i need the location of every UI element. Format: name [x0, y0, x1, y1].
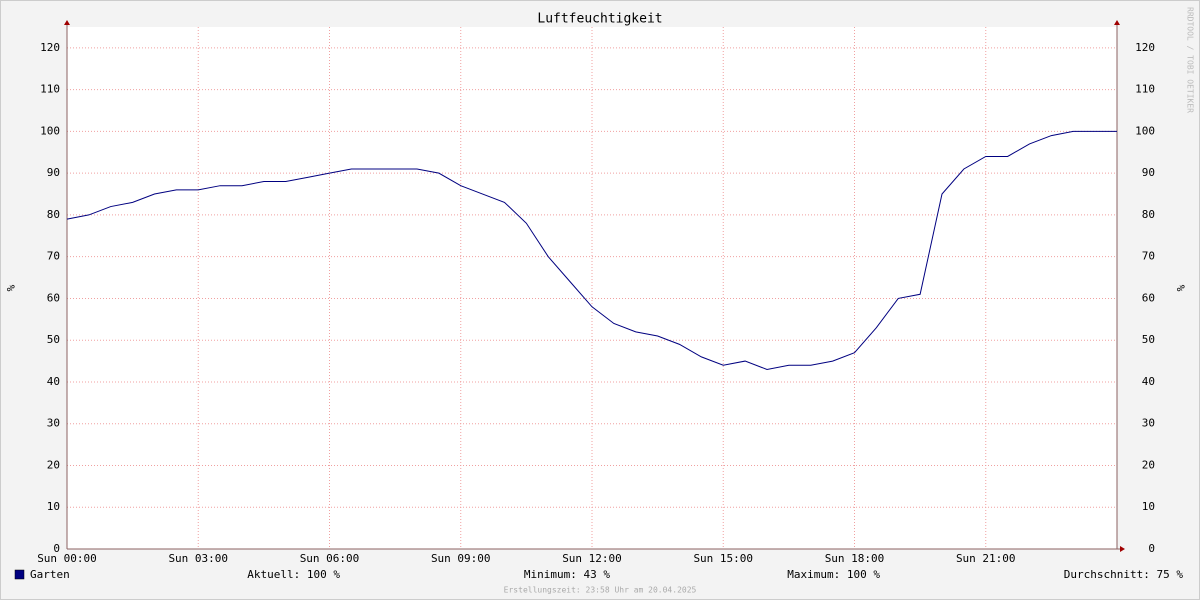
stat-label: Aktuell: [247, 568, 300, 581]
y2-tick-label: 110 [1135, 83, 1155, 96]
footer: Erstellungszeit: 23:58 Uhr am 20.04.2025 [504, 586, 697, 595]
y-tick-label: 40 [47, 375, 60, 388]
legend-label: Garten [30, 568, 70, 581]
y-tick-label: 120 [40, 41, 60, 54]
stat-label: Minimum: [524, 568, 577, 581]
stat-unit: % [1176, 568, 1183, 581]
x-tick-label: Sun 00:00 [37, 552, 97, 565]
y-tick-label: 70 [47, 250, 60, 263]
axis-arrow [1114, 20, 1120, 25]
data-line [66, 130, 1117, 370]
y-tick-label: 100 [40, 124, 60, 137]
y-tick-label: 30 [47, 417, 60, 430]
y2-tick-label: 50 [1142, 333, 1155, 346]
x-tick-label: Sun 18:00 [825, 552, 885, 565]
stat-value: 100 [847, 568, 867, 581]
stat-unit: % [873, 568, 880, 581]
y2-tick-label: 90 [1142, 166, 1155, 179]
stat-unit: % [333, 568, 340, 581]
stat-value: 75 [1157, 568, 1170, 581]
y-tick-label: 110 [40, 83, 60, 96]
chart-title: Luftfeuchtigkeit [537, 12, 662, 27]
y2-tick-label: 10 [1142, 500, 1155, 513]
legend-swatch [14, 569, 25, 580]
y2-tick-label: 70 [1142, 250, 1155, 263]
y-tick-label: 80 [47, 208, 60, 221]
watermark: RRDTOOL / TOBI OETIKER [1186, 7, 1195, 113]
y2-tick-label: 120 [1135, 41, 1155, 54]
y-tick-label: 10 [47, 500, 60, 513]
y2-tick-label: 0 [1148, 542, 1155, 555]
y-tick-label: 50 [47, 333, 60, 346]
stat-label: Maximum: [787, 568, 840, 581]
y-axis-label: % [4, 285, 17, 292]
axis-arrow [64, 20, 70, 25]
x-tick-label: Sun 03:00 [168, 552, 228, 565]
stat: Minimum: 43 % [524, 568, 610, 581]
y2-tick-label: 40 [1142, 375, 1155, 388]
x-tick-label: Sun 09:00 [431, 552, 491, 565]
y2-axis-label: % [1174, 285, 1187, 292]
y2-tick-label: 80 [1142, 208, 1155, 221]
axis-arrow [1120, 546, 1125, 552]
y-tick-label: 20 [47, 458, 60, 471]
y2-tick-label: 30 [1142, 417, 1155, 430]
x-tick-label: Sun 12:00 [562, 552, 622, 565]
y2-tick-label: 20 [1142, 458, 1155, 471]
y2-tick-label: 100 [1135, 124, 1155, 137]
stat-value: 100 [307, 568, 327, 581]
y-tick-label: 90 [47, 166, 60, 179]
x-tick-label: Sun 06:00 [300, 552, 360, 565]
y2-tick-label: 60 [1142, 291, 1155, 304]
stat: Aktuell: 100 % [247, 568, 340, 581]
stat-value: 43 [584, 568, 597, 581]
stat: Durchschnitt: 75 % [1064, 568, 1184, 581]
stat-label: Durchschnitt: [1064, 568, 1150, 581]
x-tick-label: Sun 21:00 [956, 552, 1016, 565]
y-tick-label: 60 [47, 291, 60, 304]
stat-unit: % [603, 568, 610, 581]
x-tick-label: Sun 15:00 [693, 552, 753, 565]
y-tick-label: 0 [53, 542, 60, 555]
stat: Maximum: 100 % [787, 568, 880, 581]
